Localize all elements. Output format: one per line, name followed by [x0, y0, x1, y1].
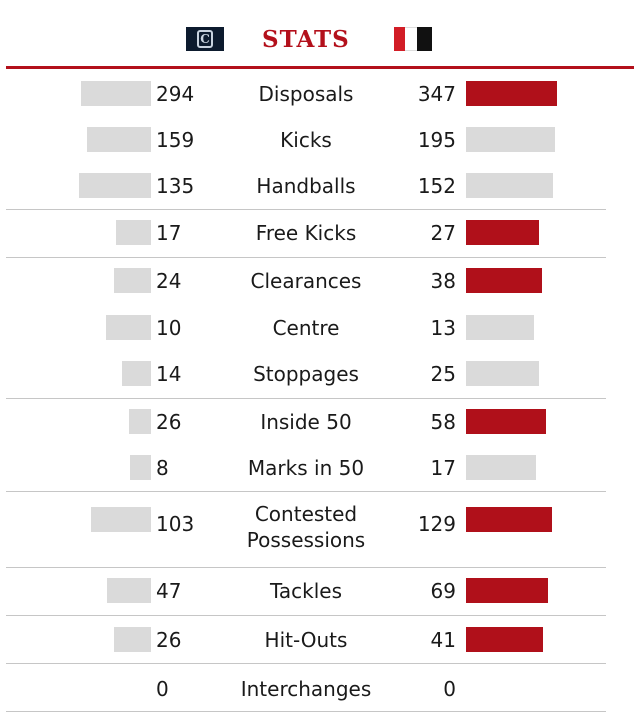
right-team-bar — [466, 315, 534, 340]
left-team-value: 135 — [156, 174, 195, 198]
right-team-bar — [466, 81, 557, 106]
stat-row-tackles: 47 Tackles 69 — [6, 567, 606, 616]
left-team-bar — [107, 578, 151, 603]
carlton-logo-icon: C — [186, 27, 224, 51]
essendon-logo-icon — [394, 27, 432, 51]
right-team-value: 38 — [430, 269, 456, 293]
stat-row-centre: 10 Centre 13 — [6, 315, 606, 361]
right-team-value: 17 — [430, 456, 456, 480]
left-team-value: 294 — [156, 82, 195, 106]
stat-label: Tackles — [269, 579, 343, 603]
stat-row-free-kicks: 17 Free Kicks 27 — [6, 209, 606, 258]
left-team-bar — [114, 268, 151, 293]
stat-label: Free Kicks — [255, 221, 357, 245]
right-team-value: 27 — [430, 221, 456, 245]
left-team-value: 103 — [156, 512, 195, 536]
stat-label: Interchanges — [240, 677, 372, 701]
stat-label: Clearances — [250, 269, 362, 293]
left-team-bar — [81, 81, 151, 106]
left-team-bar — [130, 455, 151, 480]
stat-row-disposals: 294 Disposals 347 — [6, 79, 606, 125]
right-team-value: 195 — [417, 128, 456, 152]
right-team-bar — [466, 578, 548, 603]
stat-label: Hit-Outs — [264, 628, 348, 652]
right-team-bar — [466, 507, 552, 532]
left-team-value: 159 — [156, 128, 195, 152]
right-team-bar — [466, 173, 553, 198]
left-team-value: 17 — [156, 221, 182, 245]
stats-header: C STATS — [6, 0, 634, 69]
right-team-value: 129 — [417, 512, 456, 536]
right-team-value: 69 — [430, 579, 456, 603]
right-team-value: 347 — [417, 82, 456, 106]
left-team-bar — [91, 507, 151, 532]
stat-row-clearances: 24 Clearances 38 — [6, 257, 606, 304]
left-team-bar — [114, 627, 151, 652]
stat-row-marks-in-50: 8 Marks in 50 17 — [6, 455, 606, 491]
stat-label: Kicks — [280, 128, 332, 152]
right-team-value: 152 — [417, 174, 456, 198]
right-team-bar — [466, 220, 539, 245]
right-team-value: 0 — [443, 677, 456, 701]
right-team-bar — [466, 455, 536, 480]
right-team-bar — [466, 361, 539, 386]
left-team-value: 14 — [156, 362, 182, 386]
right-team-value: 41 — [430, 628, 456, 652]
stat-label: Handballs — [256, 174, 356, 198]
left-team-value: 10 — [156, 316, 182, 340]
stat-label: Contested Possessions — [246, 502, 366, 552]
stat-label: Marks in 50 — [247, 456, 365, 480]
right-team-value: 58 — [430, 410, 456, 434]
left-team-value: 47 — [156, 579, 182, 603]
left-team-value: 26 — [156, 628, 182, 652]
left-team-bar — [116, 220, 151, 245]
left-team-bar — [87, 127, 151, 152]
stat-label: Stoppages — [253, 362, 359, 386]
stat-row-interchanges: 0 Interchanges 0 — [6, 663, 606, 712]
table-bottom-divider — [6, 711, 606, 713]
stat-row-stoppages: 14 Stoppages 25 — [6, 361, 606, 407]
right-team-bar — [466, 409, 546, 434]
stat-row-kicks: 159 Kicks 195 — [6, 125, 606, 171]
page-title: STATS — [262, 26, 350, 53]
left-team-value: 0 — [156, 677, 169, 701]
right-team-bar — [466, 627, 543, 652]
stat-label: Inside 50 — [260, 410, 352, 434]
stat-row-inside-50: 26 Inside 50 58 — [6, 398, 606, 445]
left-team-bar — [129, 409, 151, 434]
left-team-bar — [79, 173, 151, 198]
right-team-value: 25 — [430, 362, 456, 386]
left-team-value: 26 — [156, 410, 182, 434]
stat-label: Disposals — [258, 82, 354, 106]
left-team-bar — [122, 361, 151, 386]
right-team-value: 13 — [430, 316, 456, 340]
left-team-value: 8 — [156, 456, 169, 480]
stat-row-contested-possessions: 103 Contested Possessions 129 — [6, 491, 606, 568]
stat-row-handballs: 135 Handballs 152 — [6, 171, 606, 217]
right-team-bar — [466, 127, 555, 152]
stat-row-hit-outs: 26 Hit-Outs 41 — [6, 615, 606, 664]
stat-label: Centre — [272, 316, 340, 340]
right-team-bar — [466, 268, 542, 293]
left-team-bar — [106, 315, 151, 340]
left-team-value: 24 — [156, 269, 182, 293]
